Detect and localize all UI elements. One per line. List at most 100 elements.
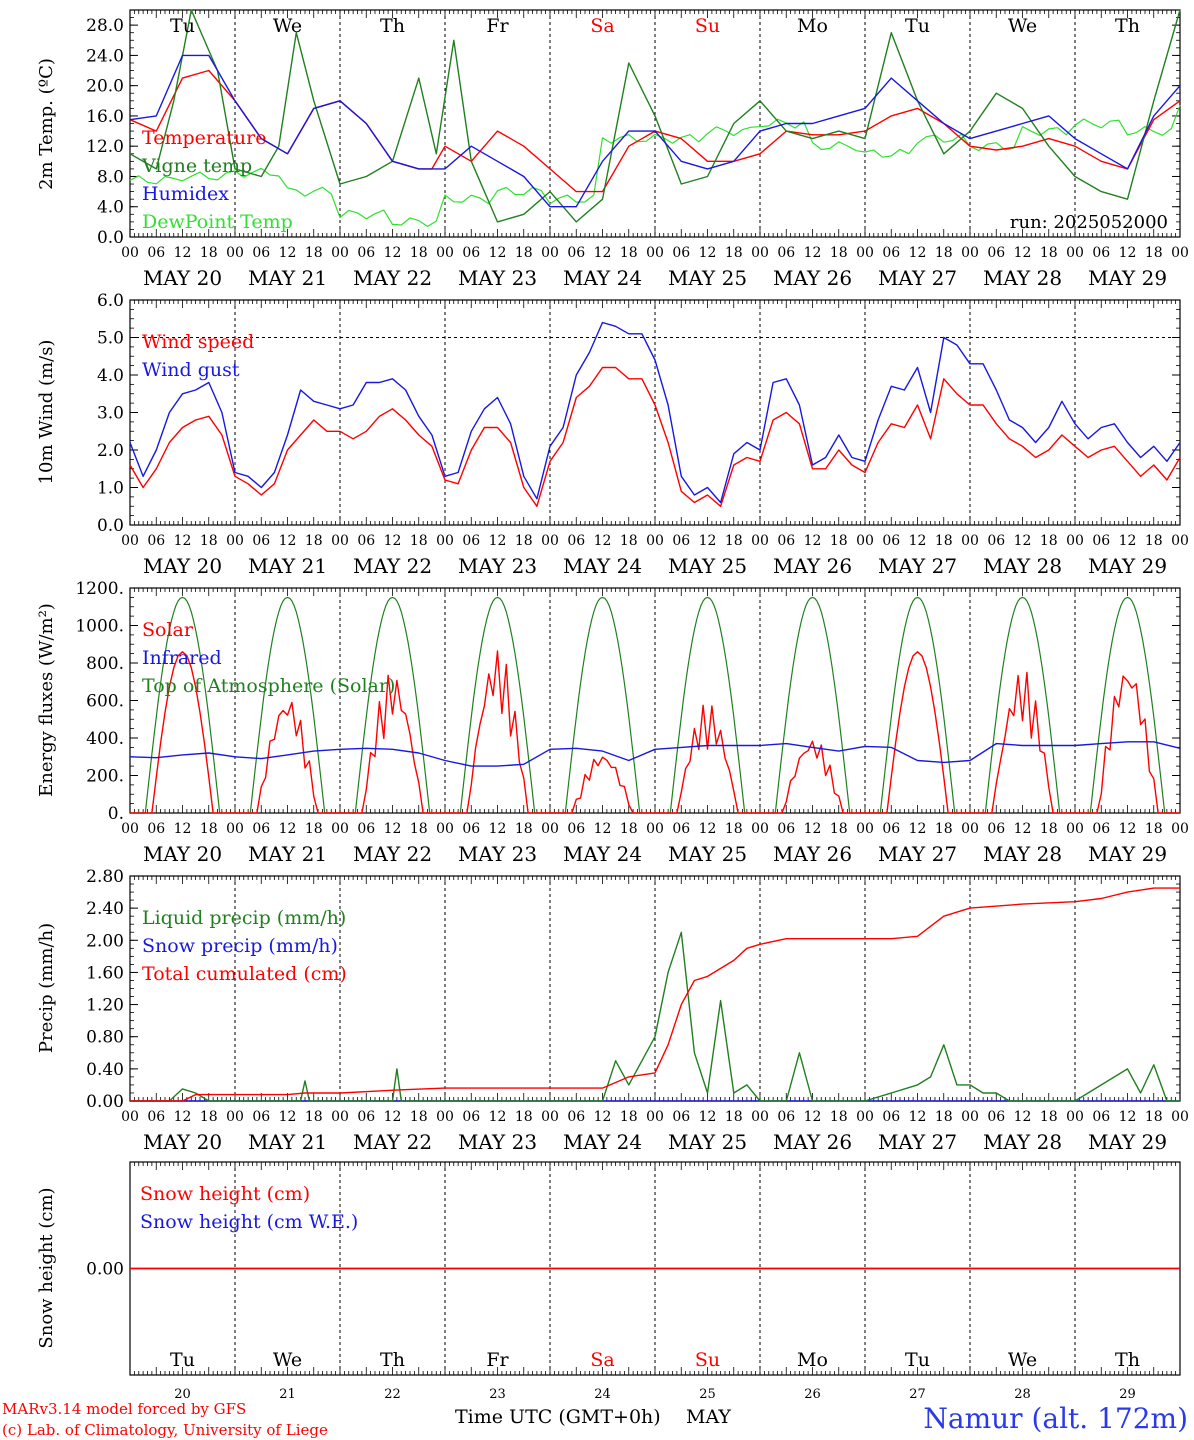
legend-entry: DewPoint Temp: [142, 211, 293, 233]
weekday-label: Sa: [590, 15, 614, 37]
hour-label: 12: [279, 1109, 297, 1125]
hour-label: 06: [1092, 821, 1110, 837]
hour-label: 00: [226, 533, 244, 549]
hour-label: 12: [804, 533, 822, 549]
hour-label: 00: [1066, 1109, 1084, 1125]
date-label: MAY 23: [458, 554, 537, 578]
date-label: MAY 29: [1088, 842, 1167, 866]
hour-label: 12: [804, 821, 822, 837]
hour-label: 06: [672, 245, 690, 261]
date-label: MAY 25: [668, 842, 747, 866]
date-label: MAY 21: [248, 554, 327, 578]
weekday-label: Th: [1115, 1349, 1140, 1371]
hour-label: 06: [672, 821, 690, 837]
hour-label: 00: [1171, 821, 1189, 837]
date-label: MAY 29: [1088, 1130, 1167, 1154]
hour-label: 00: [856, 245, 874, 261]
hour-label: 06: [672, 533, 690, 549]
hour-label: 00: [226, 1109, 244, 1125]
y-tick-label: 3.0: [97, 404, 124, 424]
day-number-label: 24: [594, 1387, 611, 1402]
series-dewpoint-temp: [129, 104, 1181, 227]
y-tick-label: 0.40: [86, 1060, 124, 1080]
date-label: MAY 24: [563, 842, 642, 866]
hour-label: 18: [410, 821, 428, 837]
date-label: MAY 22: [353, 1130, 432, 1154]
hour-label: 06: [777, 245, 795, 261]
date-label: MAY 26: [773, 842, 852, 866]
hour-label: 18: [830, 1109, 848, 1125]
weekday-label: Tu: [905, 15, 930, 37]
legend-entry: Solar: [142, 619, 194, 641]
hour-label: 18: [725, 821, 743, 837]
legend-entry: Wind speed: [142, 331, 254, 353]
hour-label: 18: [830, 533, 848, 549]
hour-label: 00: [1171, 1109, 1189, 1125]
hour-label: 00: [541, 245, 559, 261]
hour-label: 12: [279, 821, 297, 837]
hour-label: 18: [305, 533, 323, 549]
y-tick-label: 0.0: [97, 516, 124, 536]
weekday-label: We: [1008, 15, 1037, 37]
hour-label: 00: [646, 533, 664, 549]
hour-label: 06: [462, 1109, 480, 1125]
hour-label: 12: [1014, 245, 1032, 261]
weekday-label: Mo: [797, 15, 828, 37]
legend-entry: Humidex: [142, 183, 229, 205]
y-tick-label: 5.0: [97, 329, 124, 349]
y-tick-label: 0.: [108, 804, 124, 824]
hour-label: 18: [935, 245, 953, 261]
y-tick-label: 4.0: [97, 366, 124, 386]
date-label: MAY 28: [983, 842, 1062, 866]
hour-label: 06: [882, 1109, 900, 1125]
model-credit: MARv3.14 model forced by GFS: [2, 1400, 246, 1418]
panel-4: 0.00 0.40 0.80 1.20 1.60 2.00 2.40 2.80 Precip (…: [36, 867, 1189, 1154]
date-label: MAY 25: [668, 554, 747, 578]
hour-label: 00: [121, 245, 139, 261]
date-label: MAY 28: [983, 554, 1062, 578]
legend-entry: Snow height (cm W.E.): [140, 1211, 358, 1233]
y-tick-label: 1000.: [75, 617, 124, 637]
series-total-cumulated-cm-: [130, 887, 1180, 1102]
y-tick-label: 4.0: [97, 198, 124, 218]
hour-label: 12: [699, 533, 717, 549]
hour-label: 12: [909, 1109, 927, 1125]
y-tick-label: 1.20: [86, 996, 124, 1016]
hour-label: 00: [961, 1109, 979, 1125]
hour-label: 00: [331, 821, 349, 837]
hour-label: 18: [725, 245, 743, 261]
hour-label: 06: [462, 245, 480, 261]
hour-label: 06: [357, 821, 375, 837]
weekday-label: Th: [1115, 15, 1140, 37]
hour-label: 12: [489, 533, 507, 549]
date-label: MAY 28: [983, 1130, 1062, 1154]
hour-label: 06: [252, 245, 270, 261]
hour-label: 12: [594, 245, 612, 261]
day-number-label: 23: [489, 1387, 506, 1402]
y-tick-label: 400.: [86, 729, 124, 749]
weekday-label: We: [273, 15, 302, 37]
legend-entry: Liquid precip (mm/h): [142, 907, 346, 929]
hour-label: 00: [226, 821, 244, 837]
date-label: MAY 24: [563, 554, 642, 578]
day-number-label: 20: [174, 1387, 191, 1402]
hour-label: 18: [1040, 533, 1058, 549]
y-tick-label: 20.0: [86, 77, 124, 97]
hour-label: 06: [252, 821, 270, 837]
weekday-label: Mo: [797, 1349, 828, 1371]
hour-label: 06: [462, 821, 480, 837]
y-tick-label: 1.60: [86, 963, 124, 983]
hour-label: 00: [961, 533, 979, 549]
hour-label: 06: [147, 245, 165, 261]
hour-label: 00: [1066, 245, 1084, 261]
weekday-label: Su: [695, 1349, 720, 1371]
hour-label: 12: [699, 245, 717, 261]
panel-1: 0.0 4.0 8.0 12.0 16.0 20.0 24.0 28.0 2m Temp. (º…: [36, 9, 1189, 290]
hour-label: 18: [305, 245, 323, 261]
weekday-label: Tu: [170, 15, 195, 37]
plot-frame: [129, 299, 1181, 526]
legend-entry: Infrared: [142, 647, 222, 669]
hour-label: 18: [725, 1109, 743, 1125]
day-number-label: 25: [699, 1387, 716, 1402]
y-tick-label: 16.0: [86, 107, 124, 127]
